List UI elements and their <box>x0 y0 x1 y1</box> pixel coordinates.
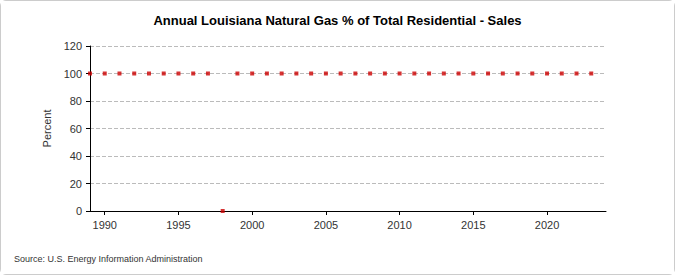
svg-text:2020: 2020 <box>535 219 559 231</box>
svg-text:2000: 2000 <box>240 219 264 231</box>
svg-text:2010: 2010 <box>387 219 411 231</box>
svg-text:Percent: Percent <box>41 110 53 148</box>
svg-text:100: 100 <box>64 68 82 80</box>
svg-text:Annual Louisiana Natural Gas %: Annual Louisiana Natural Gas % of Total … <box>153 13 521 28</box>
svg-text:40: 40 <box>70 150 82 162</box>
svg-text:2015: 2015 <box>461 219 485 231</box>
svg-text:120: 120 <box>64 40 82 52</box>
svg-text:Source: U.S. Energy Informatio: Source: U.S. Energy Information Administ… <box>14 254 203 264</box>
svg-text:80: 80 <box>70 95 82 107</box>
svg-text:2005: 2005 <box>314 219 338 231</box>
svg-text:1995: 1995 <box>166 219 190 231</box>
svg-text:20: 20 <box>70 178 82 190</box>
svg-text:0: 0 <box>76 205 82 217</box>
svg-text:60: 60 <box>70 123 82 135</box>
svg-text:1990: 1990 <box>93 219 117 231</box>
